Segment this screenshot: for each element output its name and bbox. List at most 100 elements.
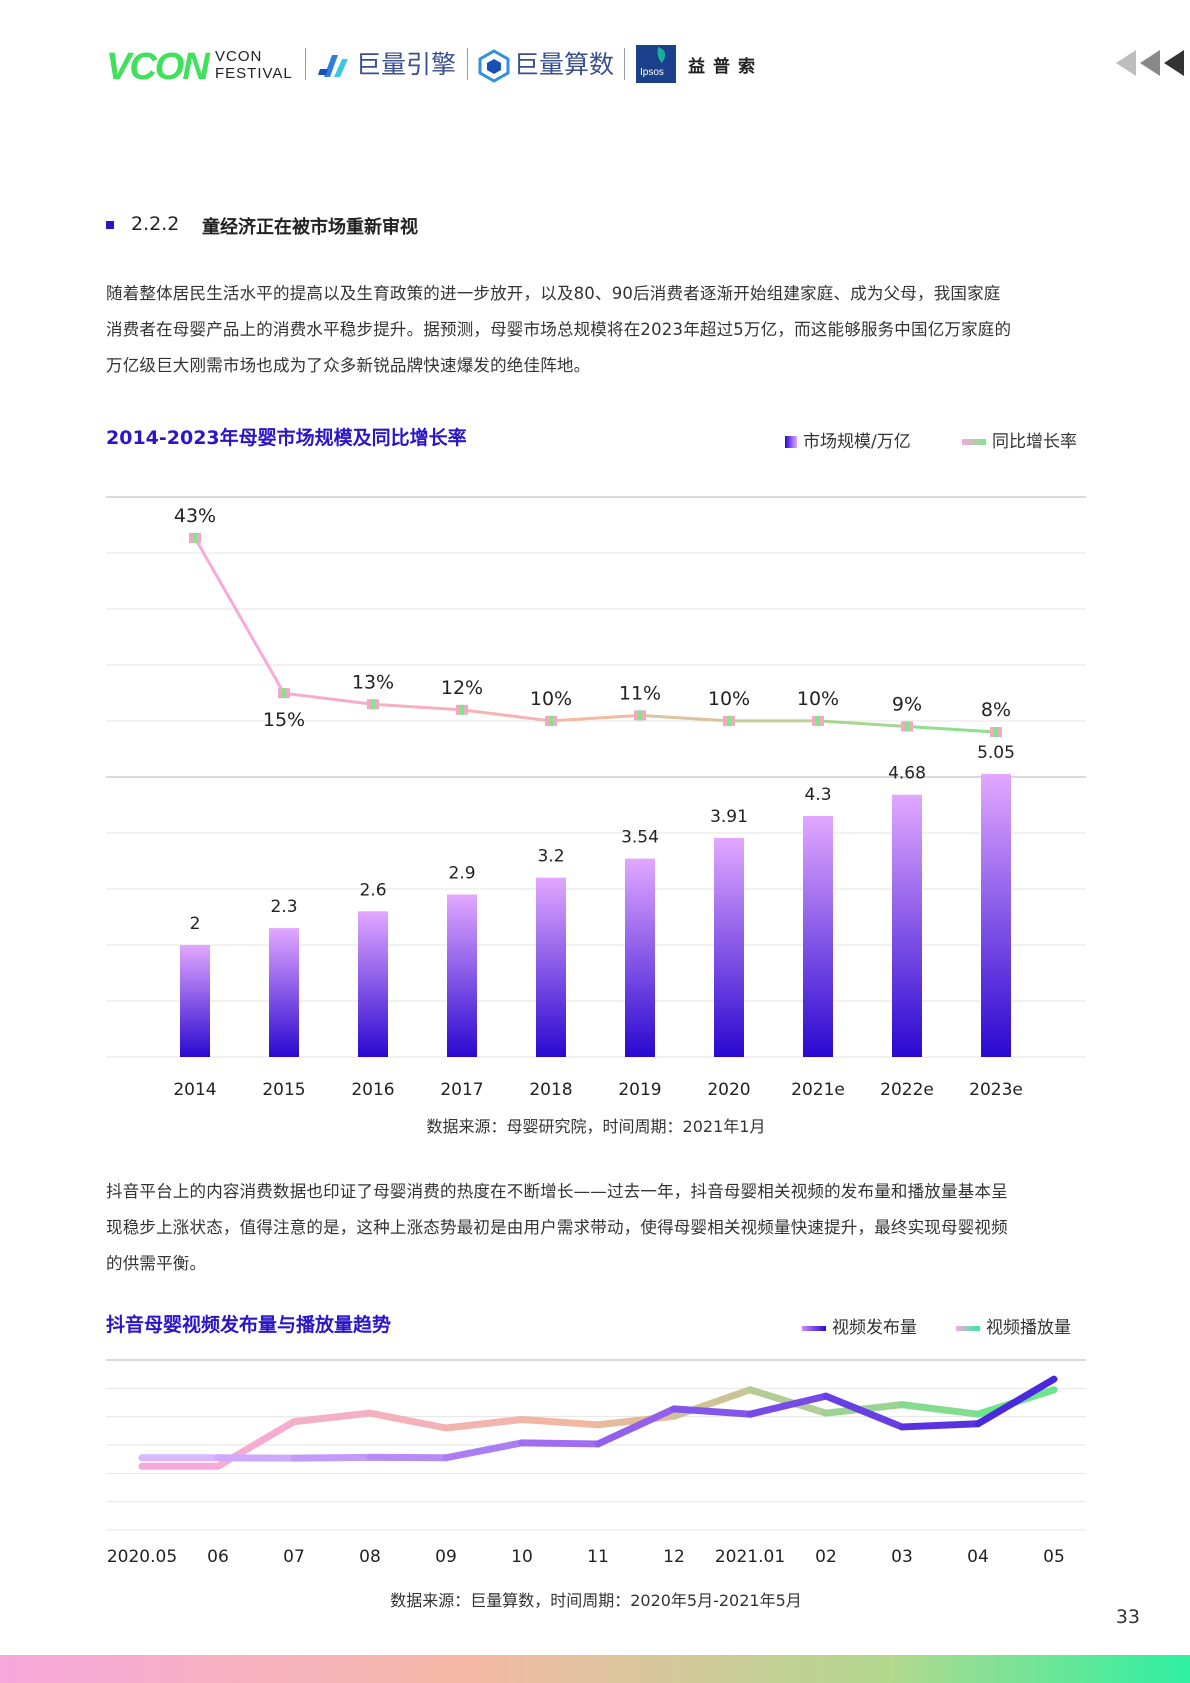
x-axis-tick-label: 09: [435, 1547, 457, 1567]
x-axis-tick-label: 2015: [262, 1080, 305, 1100]
publish-count-line-segment: [974, 1375, 1058, 1428]
x-axis-tick-label: 2018: [529, 1080, 572, 1100]
publish-count-line-segment: [290, 1453, 374, 1462]
douyin-paragraph: 抖音平台上的内容消费数据也印证了母婴消费的热度在不断增长——过去一年，抖音母婴相…: [106, 1174, 1086, 1282]
bar-value-label: 2.3: [270, 897, 297, 917]
play-count-line-segment: [366, 1409, 450, 1432]
growth-line-segment: [816, 719, 909, 728]
intro-paragraph: 随着整体居民生活水平的提高以及生育政策的进一步放开，以及80、90后消费者逐渐开…: [106, 276, 1086, 384]
ocean-data-label: 巨量算数: [514, 50, 615, 79]
line-legend-icon: [962, 439, 986, 445]
bar-value-label: 3.2: [537, 847, 564, 867]
bar-value-label: 2: [190, 914, 201, 934]
ipsos-logo: Ipsos: [636, 45, 676, 83]
x-axis-tick-label: 2023e: [969, 1080, 1023, 1100]
growth-value-label: 12%: [441, 677, 483, 699]
header-divider: [624, 48, 625, 80]
publish-count-line-segment: [518, 1439, 602, 1448]
footer-gradient-bar: [0, 1655, 1190, 1683]
market-size-bar: [714, 837, 744, 1057]
x-axis-tick-label: 2014: [173, 1080, 216, 1100]
play-count-line-segment: [518, 1416, 602, 1429]
ipsos-mark-icon: [636, 45, 676, 83]
x-axis-tick-label: 2020.05: [107, 1547, 177, 1567]
x-axis-tick-label: 2021.01: [715, 1547, 785, 1567]
growth-line-segment: [282, 691, 375, 706]
play-count-line-segment: [898, 1401, 982, 1418]
market-size-bar: [269, 928, 299, 1057]
triple-chevron-left-icon: [1116, 50, 1184, 76]
market-size-bar: [981, 774, 1011, 1057]
x-axis-tick-label: 04: [967, 1547, 989, 1567]
bar-value-label: 3.91: [710, 807, 748, 827]
chart2-title: 抖音母婴视频发布量与播放量趋势: [106, 1314, 392, 1336]
legend-label: 同比增长率: [992, 432, 1077, 452]
bar-value-label: 4.3: [804, 785, 831, 805]
x-axis-tick-label: 10: [511, 1547, 533, 1567]
growth-point-marker-center: [994, 727, 998, 737]
x-axis-tick-label: 12: [663, 1547, 685, 1567]
growth-line-segment: [193, 536, 286, 695]
publish-count-line-segment: [822, 1392, 906, 1431]
market-size-bar: [625, 858, 655, 1057]
ipsos-cn-label: 益普索: [688, 57, 763, 77]
x-axis-tick-label: 2020: [707, 1080, 750, 1100]
chart2-source: 数据来源：巨量算数，时间周期：2020年5月-2021年5月: [390, 1591, 802, 1610]
x-axis-tick-label: 2017: [440, 1080, 483, 1100]
market-size-chart: 2 2014 2.3 2015 2.6 2016 2.9 2017 3.2 2018 3.54 201…: [106, 496, 1086, 1100]
bar-value-label: 5.05: [977, 743, 1015, 763]
paragraph-line: 现稳步上涨状态，值得注意的是，这种上涨态势最初是由用户需求带动，使得母婴相关视频…: [106, 1218, 1008, 1237]
legend-label: 视频播放量: [986, 1318, 1071, 1338]
chart1-legend-growth: 同比增长率: [962, 427, 1077, 452]
section-bullet: [106, 221, 114, 229]
growth-value-label: 11%: [619, 682, 661, 704]
market-size-bar: [892, 794, 922, 1057]
bar-value-label: 2.6: [359, 880, 386, 900]
play-count-line-segment: [442, 1416, 526, 1432]
chart2-legend-publish: 视频发布量: [802, 1313, 917, 1338]
chart1-title: 2014-2023年母婴市场规模及同比增长率: [106, 427, 467, 449]
x-axis-tick-label: 07: [283, 1547, 305, 1567]
market-size-bar: [180, 944, 210, 1057]
legend-label: 市场规模/万亿: [803, 432, 911, 452]
ocean-engine-logo: 巨量引擎: [318, 48, 456, 82]
header-divider: [467, 48, 468, 80]
vcon-logo: VCON: [106, 46, 210, 88]
ocean-data-icon: [478, 49, 510, 83]
growth-point-marker-center: [638, 710, 642, 721]
bar-value-label: 2.9: [448, 863, 475, 883]
growth-point-marker-center: [727, 715, 731, 726]
growth-value-label: 8%: [981, 699, 1011, 721]
x-axis-tick-label: 11: [587, 1547, 609, 1567]
section-title: 童经济正在被市场重新审视: [202, 217, 418, 238]
section-number: 2.2.2: [131, 213, 180, 235]
x-axis-tick-label: 02: [815, 1547, 837, 1567]
growth-value-label: 10%: [530, 688, 572, 710]
x-axis-tick-label: 2021e: [791, 1080, 845, 1100]
paragraph-line: 的供需平衡。: [106, 1254, 207, 1273]
growth-value-label: 43%: [174, 505, 216, 527]
x-axis-tick-label: 05: [1043, 1547, 1065, 1567]
growth-point-marker-center: [193, 533, 197, 543]
publish-count-line-segment: [442, 1439, 526, 1462]
vcon-sub-line-1: VCON: [215, 48, 263, 65]
nav-arrows: [1116, 50, 1190, 76]
bar-value-label: 4.68: [888, 764, 926, 784]
ocean-engine-label: 巨量引擎: [356, 50, 457, 79]
line-legend-icon: [956, 1325, 980, 1331]
publish-count-line-segment: [898, 1420, 982, 1431]
x-axis-tick-label: 2019: [618, 1080, 661, 1100]
growth-point-marker-center: [371, 699, 375, 710]
growth-line-segment: [460, 708, 553, 723]
growth-line-segment: [549, 713, 642, 723]
growth-point-marker-center: [460, 704, 464, 715]
page-number: 33: [1115, 1606, 1140, 1628]
x-axis-tick-label: 03: [891, 1547, 913, 1567]
growth-value-label: 9%: [892, 693, 922, 715]
growth-point-marker-center: [905, 721, 909, 732]
chart1-source: 数据来源：母婴研究院，时间周期：2021年1月: [426, 1117, 766, 1136]
header-divider: [305, 48, 306, 80]
publish-count-line-segment: [594, 1405, 678, 1448]
legend-label: 视频发布量: [832, 1318, 917, 1338]
chart1-legend-market-size: 市场规模/万亿: [785, 427, 911, 452]
